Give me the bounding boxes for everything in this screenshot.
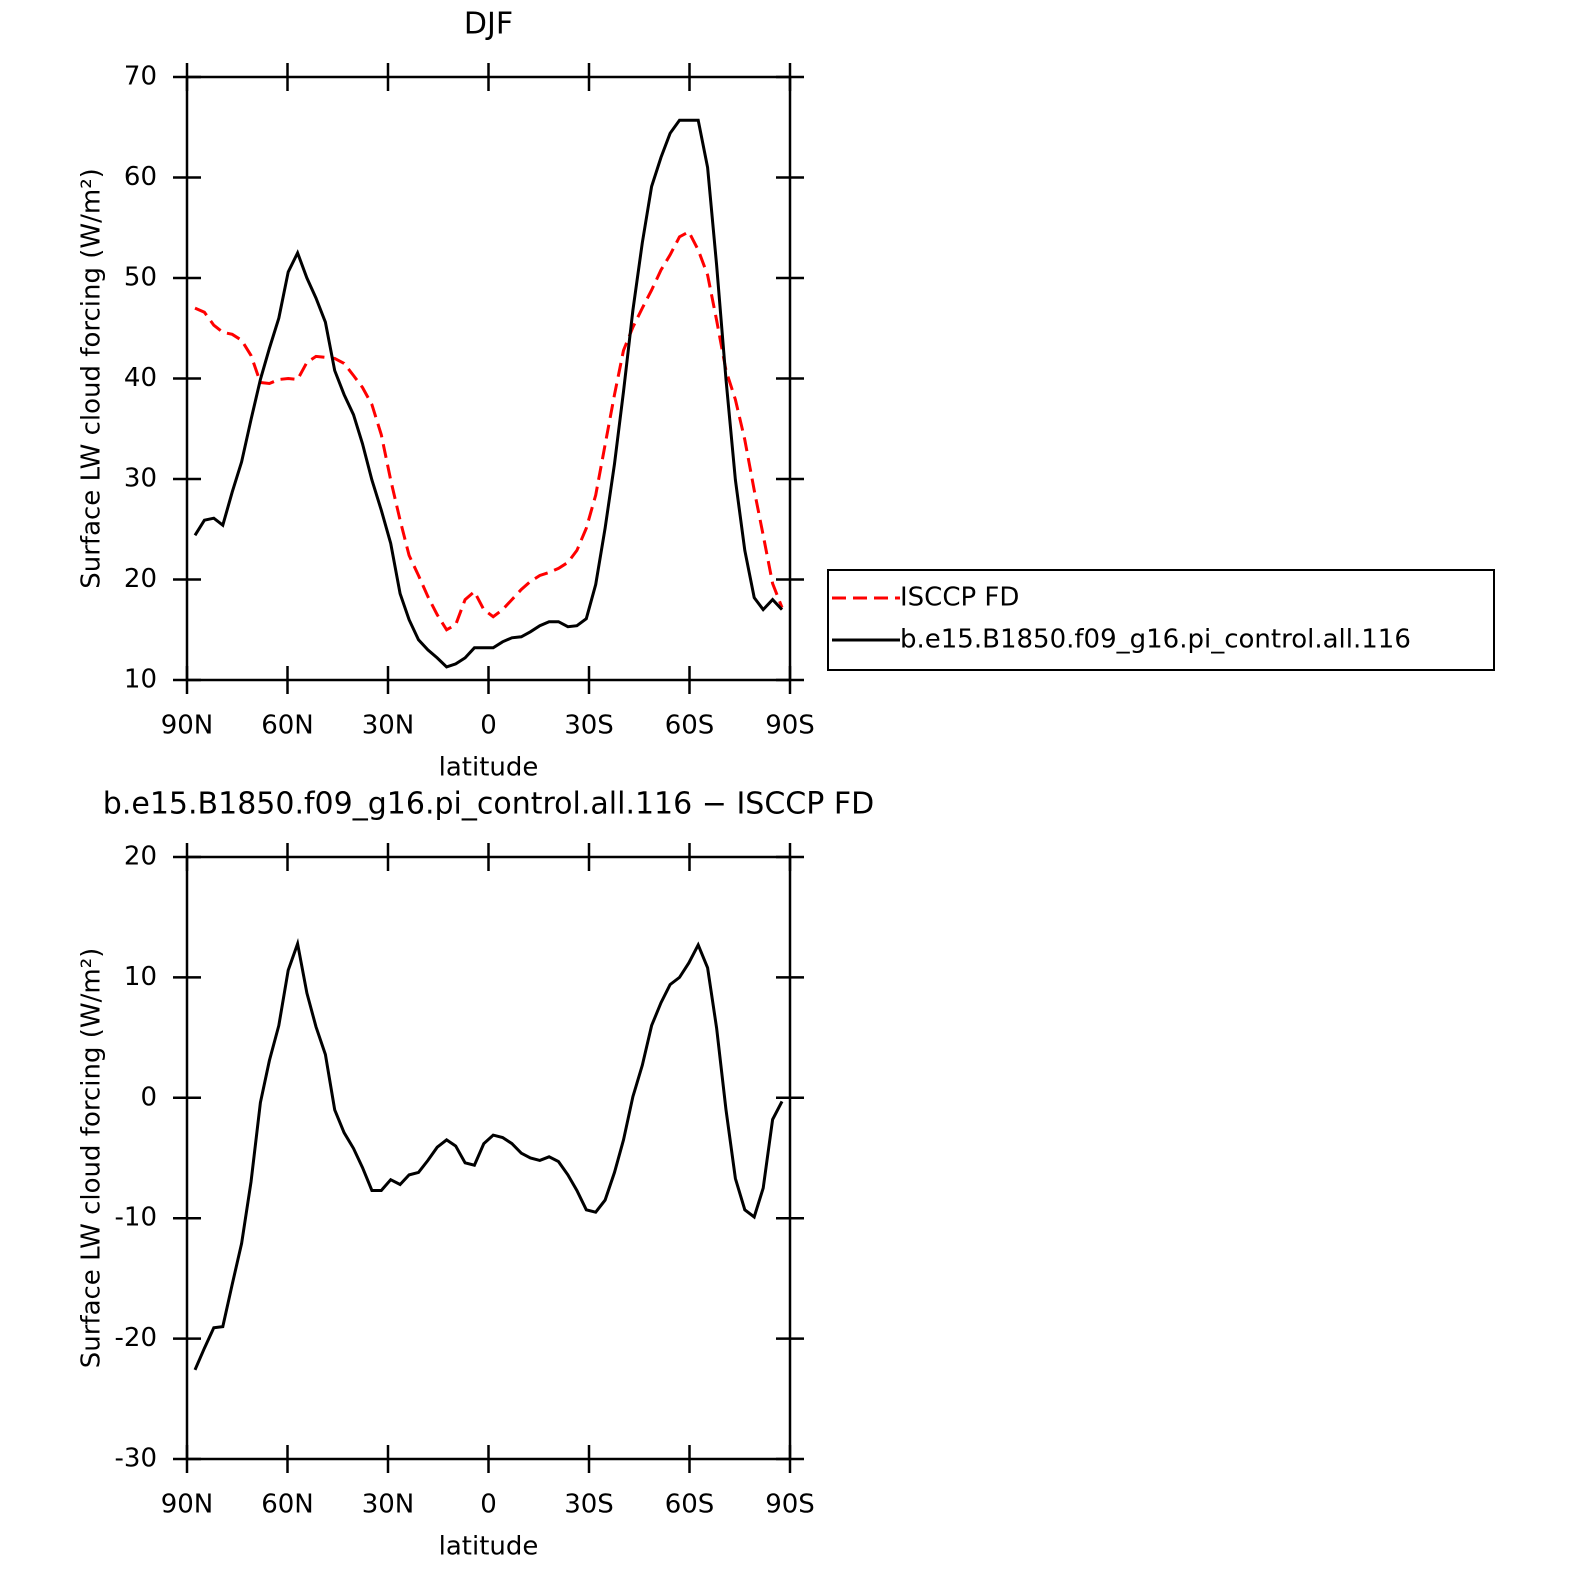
x-tick-label: 30N (362, 711, 415, 741)
y-tick-label: 0 (140, 1082, 157, 1112)
x-tick-label: 30S (564, 1490, 614, 1520)
x-tick-label: 60S (665, 1490, 715, 1520)
x-tick-label: 30S (564, 711, 614, 741)
data-line (194, 229, 784, 632)
y-tick-label: 10 (124, 665, 157, 695)
y-tick-label: -30 (115, 1444, 157, 1474)
y-tick-label: -10 (115, 1203, 157, 1233)
x-tick-label: 30N (362, 1490, 415, 1520)
x-tick-label: 90N (161, 1490, 214, 1520)
chart-title: DJF (464, 7, 513, 42)
x-tick-label: 90S (765, 1490, 815, 1520)
plot-frame (185, 855, 792, 1461)
y-axis-label: Surface LW cloud forcing (W/m²) (77, 168, 107, 589)
x-tick-label: 60N (261, 1490, 314, 1520)
x-tick-label: 0 (480, 711, 497, 741)
y-tick-label: 60 (124, 162, 157, 192)
x-tick-label: 90N (161, 711, 214, 741)
y-tick-label: 10 (124, 962, 157, 992)
x-tick-label: 90S (765, 711, 815, 741)
y-tick-label: 50 (124, 263, 157, 293)
y-tick-label: 20 (124, 842, 157, 872)
y-tick-label: 20 (124, 564, 157, 594)
plot-frame (185, 75, 792, 682)
x-tick-label: 0 (480, 1490, 497, 1520)
chart-title: b.e15.B1850.f09_g16.pi_control.all.116 −… (103, 787, 874, 822)
x-axis-label: latitude (439, 1532, 539, 1562)
data-line (193, 937, 784, 1371)
legend-box (827, 569, 1495, 671)
x-tick-label: 60S (665, 711, 715, 741)
legend-label: b.e15.B1850.f09_g16.pi_control.all.116 (900, 625, 1411, 655)
x-axis-label: latitude (439, 753, 539, 783)
y-tick-label: 30 (124, 464, 157, 494)
y-tick-label: 40 (124, 363, 157, 393)
y-axis-label: Surface LW cloud forcing (W/m²) (77, 948, 107, 1369)
legend-label: ISCCP FD (900, 583, 1019, 613)
x-tick-label: 60N (261, 711, 314, 741)
y-tick-label: 70 (124, 62, 157, 92)
data-line (193, 118, 784, 669)
y-tick-label: -20 (115, 1323, 157, 1353)
